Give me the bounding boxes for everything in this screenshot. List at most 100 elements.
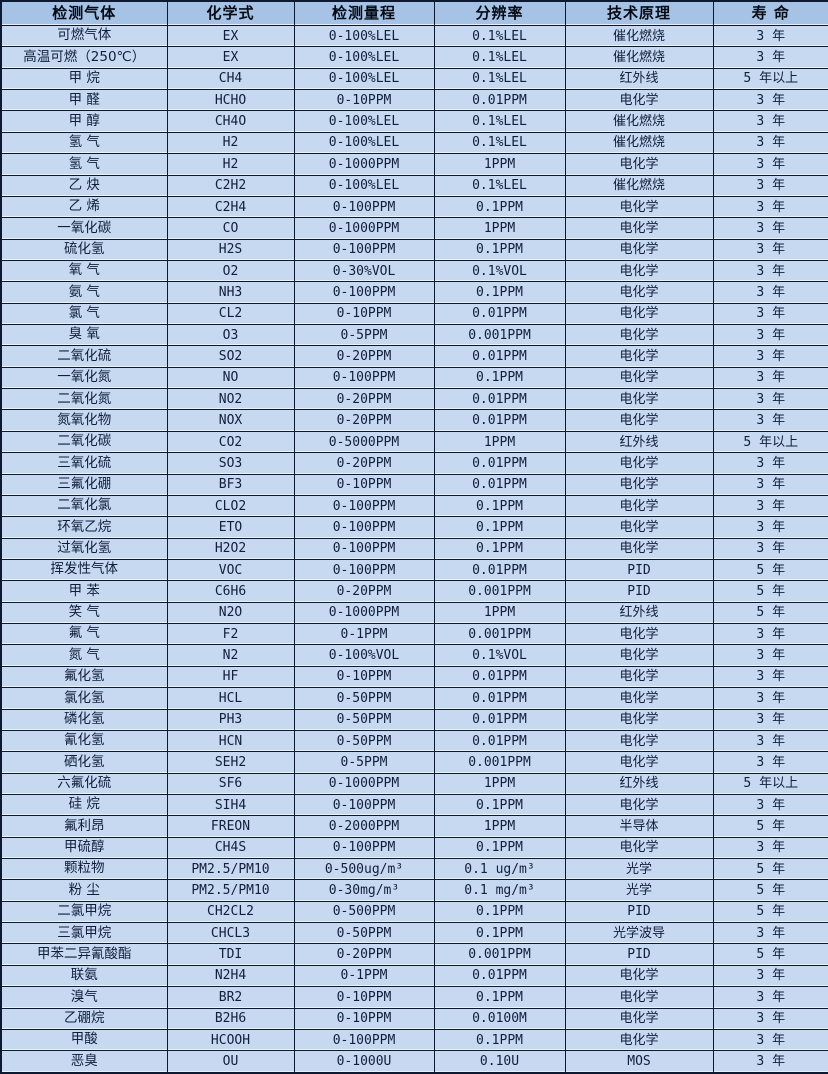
cell-resolution: 0.01PPM [433, 665, 566, 689]
cell-resolution: 0.1PPM [433, 494, 566, 518]
cell-principle: 电化学 [564, 665, 714, 689]
cell-formula: SO2 [166, 345, 295, 368]
cell-range: 0-100%LEL [293, 174, 435, 197]
cell-range: 0-1PPM [293, 623, 435, 646]
cell-resolution: 0.1%LEL [433, 110, 566, 133]
table-row: 氨 气 NH3 0-100PPM 0.1PPM 电化学 3 年 [0, 281, 828, 304]
cell-range: 0-100%VOL [293, 644, 435, 667]
cell-resolution: 0.01PPM [433, 409, 566, 432]
cell-gas: 可燃气体 [0, 24, 168, 48]
cell-range: 0-5000PPM [293, 430, 435, 454]
cell-formula: HCN [166, 729, 295, 753]
cell-lifespan: 3 年 [712, 281, 828, 304]
cell-gas: 三氯甲烷 [0, 922, 168, 945]
cell-resolution: 0.1PPM [433, 986, 566, 1009]
cell-formula: CH4 [166, 67, 295, 91]
cell-resolution: 0.1PPM [433, 836, 566, 860]
cell-resolution: 0.1%VOL [433, 644, 566, 667]
cell-resolution: 0.01PPM [433, 452, 566, 475]
cell-lifespan: 3 年 [712, 665, 828, 689]
cell-resolution: 0.001PPM [433, 324, 566, 347]
cell-range: 0-100%LEL [293, 24, 435, 48]
cell-gas: 一氧化碳 [0, 217, 168, 240]
cell-lifespan: 5 年以上 [712, 772, 828, 795]
cell-gas: 氰化氢 [0, 729, 168, 753]
cell-range: 0-1000U [293, 1050, 435, 1074]
table-row: 粉 尘 PM2.5/PM10 0-30mg/m³ 0.1 mg/m³ 光学 5 年 [0, 879, 828, 902]
header-row: 检测气体 化学式 检测量程 分辨率 技术原理 寿 命 [0, 0, 828, 26]
cell-range: 0-100PPM [293, 195, 435, 219]
cell-principle: 电化学 [564, 708, 714, 731]
cell-range: 0-10PPM [293, 89, 435, 112]
cell-principle: PID [564, 558, 714, 582]
cell-lifespan: 3 年 [712, 131, 828, 155]
cell-principle: 电化学 [564, 195, 714, 219]
cell-resolution: 0.01PPM [433, 473, 566, 496]
cell-formula: NO2 [166, 388, 295, 411]
cell-lifespan: 3 年 [712, 729, 828, 753]
cell-resolution: 0.01PPM [433, 345, 566, 368]
cell-range: 0-1000PPM [293, 217, 435, 240]
cell-lifespan: 3 年 [712, 153, 828, 176]
cell-lifespan: 3 年 [712, 644, 828, 667]
cell-range: 0-100%LEL [293, 110, 435, 133]
cell-gas: 硅 烷 [0, 793, 168, 817]
cell-principle: 电化学 [564, 366, 714, 390]
cell-gas: 氯 气 [0, 302, 168, 326]
table-row: 氰化氢 HCN 0-50PPM 0.01PPM 电化学 3 年 [0, 729, 828, 753]
cell-principle: 电化学 [564, 964, 714, 988]
table-row: 过氧化氢 H2O2 0-100PPM 0.1PPM 电化学 3 年 [0, 537, 828, 560]
cell-lifespan: 5 年 [712, 601, 828, 625]
cell-range: 0-100%LEL [293, 46, 435, 69]
cell-range: 0-20PPM [293, 580, 435, 603]
cell-gas: 高温可燃（250℃） [0, 46, 168, 69]
cell-gas: 臭 氧 [0, 324, 168, 347]
cell-principle: 电化学 [564, 751, 714, 774]
cell-gas: 溴气 [0, 986, 168, 1009]
cell-gas: 一氧化氮 [0, 366, 168, 390]
cell-lifespan: 5 年 [712, 943, 828, 966]
cell-principle: 电化学 [564, 836, 714, 860]
table-row: 磷化氢 PH3 0-50PPM 0.01PPM 电化学 3 年 [0, 708, 828, 731]
cell-formula: VOC [166, 558, 295, 582]
cell-lifespan: 3 年 [712, 687, 828, 710]
cell-formula: HF [166, 665, 295, 689]
cell-resolution: 0.001PPM [433, 623, 566, 646]
cell-formula: H2O2 [166, 537, 295, 560]
table-row: 甲硫醇 CH4S 0-100PPM 0.1PPM 电化学 3 年 [0, 836, 828, 860]
table-row: 氟利昂 FREON 0-2000PPM 1PPM 半导体 5 年 [0, 815, 828, 838]
cell-principle: 电化学 [564, 302, 714, 326]
table-row: 一氧化碳 CO 0-1000PPM 1PPM 电化学 3 年 [0, 217, 828, 240]
cell-range: 0-1PPM [293, 964, 435, 988]
cell-principle: 半导体 [564, 815, 714, 838]
cell-gas: 氟化氢 [0, 665, 168, 689]
table-row: 乙 炔 C2H2 0-100%LEL 0.1%LEL 催化燃烧 3 年 [0, 174, 828, 197]
cell-resolution: 0.1 ug/m³ [433, 858, 566, 881]
cell-resolution: 0.001PPM [433, 580, 566, 603]
cell-lifespan: 3 年 [712, 964, 828, 988]
table-row: 可燃气体 EX 0-100%LEL 0.1%LEL 催化燃烧 3 年 [0, 24, 828, 48]
header-cell-principle: 技术原理 [564, 0, 714, 26]
cell-formula: TDI [166, 943, 295, 966]
cell-range: 0-10PPM [293, 473, 435, 496]
cell-gas: 三氧化硫 [0, 452, 168, 475]
cell-gas: 乙 炔 [0, 174, 168, 197]
cell-resolution: 0.01PPM [433, 708, 566, 731]
cell-lifespan: 3 年 [712, 366, 828, 390]
cell-gas: 笑 气 [0, 601, 168, 625]
table-row: 一氧化氮 NO 0-100PPM 0.1PPM 电化学 3 年 [0, 366, 828, 390]
table-row: 六氟化硫 SF6 0-1000PPM 1PPM 红外线 5 年以上 [0, 772, 828, 795]
table-row: 三氯甲烷 CHCL3 0-50PPM 0.1PPM 光学波导 3 年 [0, 922, 828, 945]
cell-range: 0-20PPM [293, 409, 435, 432]
cell-lifespan: 3 年 [712, 986, 828, 1009]
cell-resolution: 1PPM [433, 601, 566, 625]
cell-formula: CH2CL2 [166, 900, 295, 924]
cell-formula: C2H2 [166, 174, 295, 197]
table-row: 氯 气 CL2 0-10PPM 0.01PPM 电化学 3 年 [0, 302, 828, 326]
cell-principle: 电化学 [564, 217, 714, 240]
cell-range: 0-5PPM [293, 751, 435, 774]
table-row: 二氯甲烷 CH2CL2 0-500PPM 0.1PPM PID 5 年 [0, 900, 828, 924]
cell-range: 0-20PPM [293, 943, 435, 966]
cell-principle: MOS [564, 1050, 714, 1074]
